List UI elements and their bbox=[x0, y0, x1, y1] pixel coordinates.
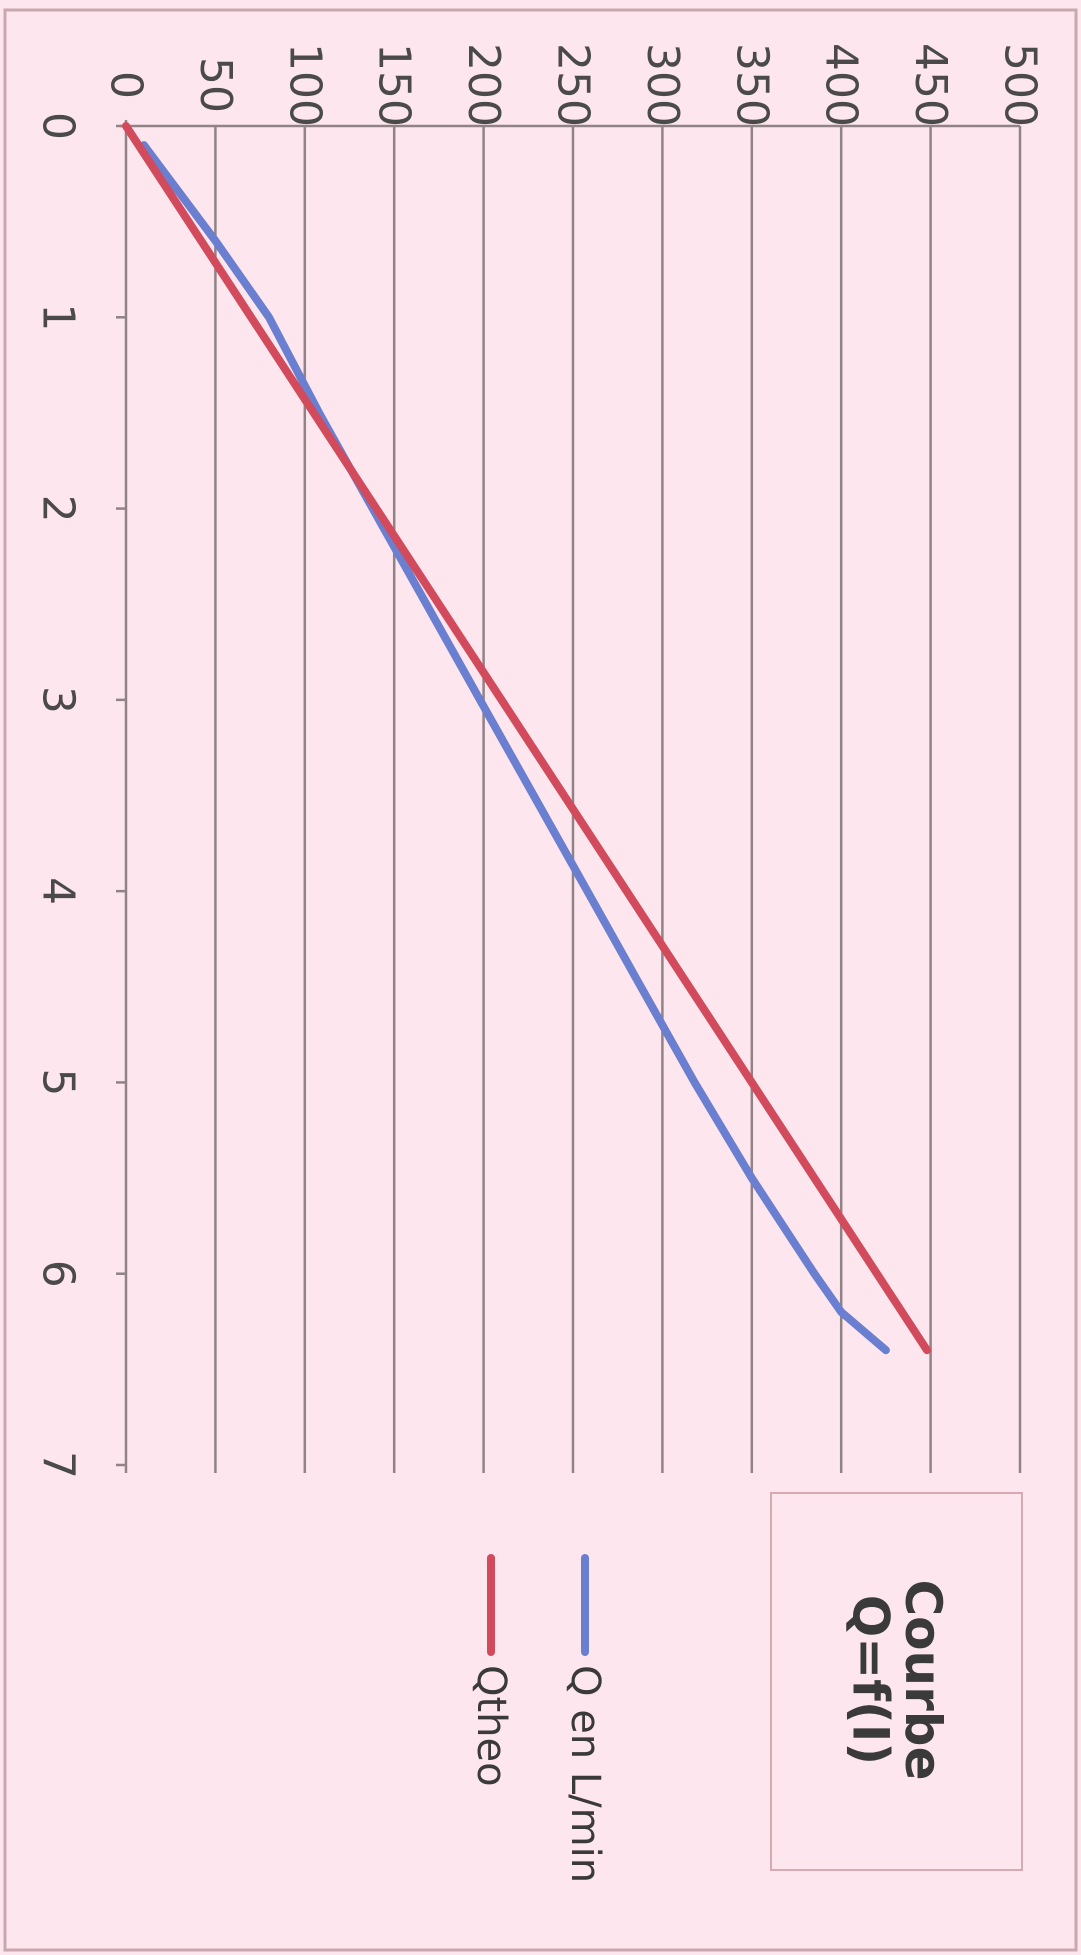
x-tick-label-2: 2 bbox=[33, 495, 84, 523]
chart-title: CourbeQ=f(I) bbox=[842, 1579, 953, 1780]
chart-frame bbox=[3, 8, 1078, 1952]
y-tick-label-500: 500 bbox=[995, 43, 1046, 127]
y-tick-label-0: 0 bbox=[101, 71, 152, 99]
x-tick-label-0: 0 bbox=[33, 112, 84, 140]
x-tick-label-6: 6 bbox=[33, 1260, 84, 1288]
legend-label-q-en-l-min: Q en L/min bbox=[562, 1665, 608, 1883]
x-tick-label-5: 5 bbox=[33, 1068, 84, 1096]
y-tick-label-200: 200 bbox=[458, 43, 509, 127]
x-tick-label-3: 3 bbox=[33, 686, 84, 714]
legend-box bbox=[770, 1492, 1023, 1871]
series-line-q-en-l-min bbox=[139, 141, 890, 1355]
y-tick-label-350: 350 bbox=[726, 43, 777, 127]
y-tick-label-300: 300 bbox=[637, 43, 688, 127]
x-tick-label-1: 1 bbox=[33, 303, 84, 331]
x-tick-label-7: 7 bbox=[33, 1451, 84, 1479]
x-tick-label-4: 4 bbox=[33, 877, 84, 905]
y-tick-label-450: 450 bbox=[905, 43, 956, 127]
y-tick-label-50: 50 bbox=[190, 57, 241, 113]
legend-label-qtheo: Qtheo bbox=[468, 1665, 514, 1787]
y-tick-label-400: 400 bbox=[816, 43, 867, 127]
y-tick-label-250: 250 bbox=[548, 43, 599, 127]
y-tick-label-100: 100 bbox=[279, 43, 330, 127]
series-line-qtheo bbox=[122, 122, 931, 1355]
y-tick-label-150: 150 bbox=[369, 43, 420, 127]
